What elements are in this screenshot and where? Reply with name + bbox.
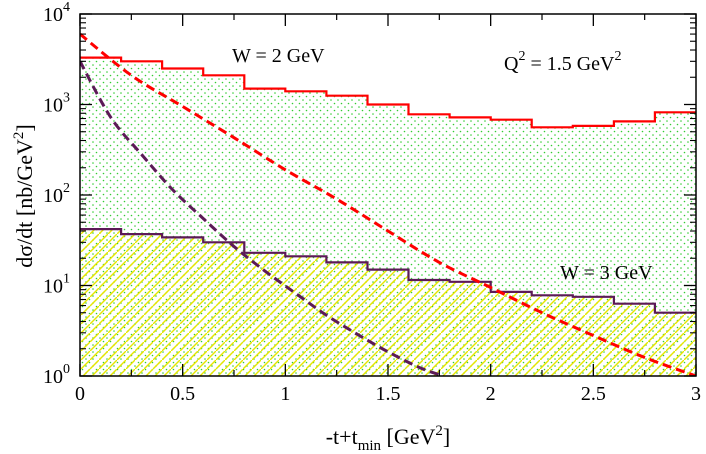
x-tick-label: 1.5 (376, 383, 401, 405)
x-tick-label: 1 (280, 383, 290, 405)
x-tick-label: 2.5 (581, 383, 606, 405)
w3-model-dashed-curve (80, 60, 444, 376)
y-tick-label: 103 (43, 91, 70, 117)
x-tick-label: 0 (75, 383, 85, 405)
w2-model-dashed-curve (80, 32, 696, 376)
annotation-w2: W = 2 GeV (232, 45, 325, 67)
y-tick-label: 102 (43, 181, 70, 207)
x-tick-label: 0.5 (170, 383, 195, 405)
annotation-w3: W = 3 GeV (560, 262, 653, 284)
w2-histogram-line (80, 56, 696, 129)
x-tick-labels: 0 0.5 1 1.5 2 2.5 3 (75, 383, 701, 405)
w3-histogram-fill (80, 229, 696, 376)
y-tick-labels: 100 101 102 103 104 (43, 0, 70, 388)
y-tick-label: 100 (43, 362, 70, 388)
x-tick-label: 3 (691, 383, 701, 405)
w3-histogram-line (80, 228, 696, 314)
y-tick-label: 104 (43, 0, 70, 26)
axis-ticks (79, 13, 697, 377)
x-tick-label: 2 (486, 383, 496, 405)
annotation-q2: Q2 = 1.5 GeV2 (504, 49, 622, 75)
y-tick-label: 101 (43, 272, 70, 298)
x-axis-title: -t+tmin [GeV2] (326, 423, 451, 454)
y-axis-title: dσ/dt [nb/GeV2] (11, 124, 37, 267)
